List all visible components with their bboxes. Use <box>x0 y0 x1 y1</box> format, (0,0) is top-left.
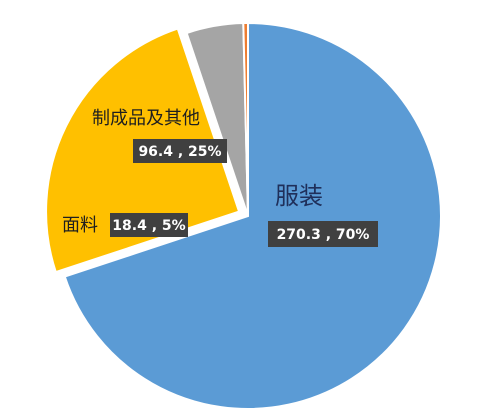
value-label-manufactured-goods: 96.4 , 25% <box>138 144 221 160</box>
value-label-box-clothing <box>268 221 378 247</box>
value-label-fabric: 18.4 , 5% <box>112 218 185 234</box>
value-label-clothing: 270.3 , 70% <box>277 227 370 243</box>
pie-slice-other-small <box>242 21 249 217</box>
category-label-fabric: 面料 <box>62 215 98 236</box>
category-label-manufactured-goods: 制成品及其他 <box>92 108 200 129</box>
value-label-box-manufactured-goods <box>133 139 227 163</box>
category-label-clothing: 服装 <box>275 182 323 210</box>
pie-slice-clothing <box>63 21 442 410</box>
pie-labels: 服装 270.3 , 70% 制成品及其他 96.4 , 25% 面料 18.4… <box>62 108 378 247</box>
value-label-box-fabric <box>110 213 188 237</box>
pie-slices <box>45 21 442 410</box>
